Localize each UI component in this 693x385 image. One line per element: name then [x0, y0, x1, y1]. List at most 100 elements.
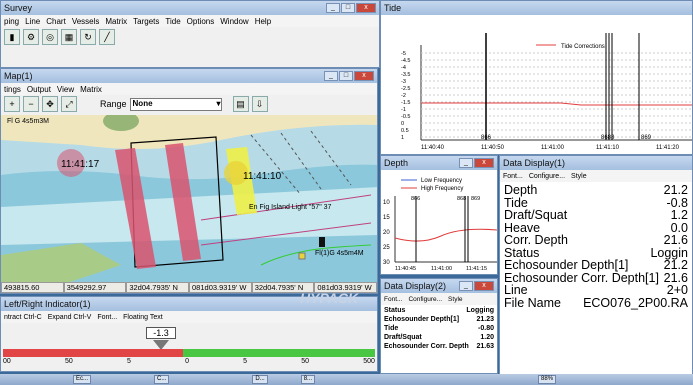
dd1-menu-configure[interactable]: Configure... — [528, 172, 566, 180]
lr-menu-floating[interactable]: Floating Text — [123, 313, 163, 321]
grid-icon[interactable]: ▦ — [61, 29, 77, 45]
lr-menu-font[interactable]: Font... — [97, 313, 118, 321]
tide-ytick: -3 — [401, 79, 406, 85]
dd1-titlebar[interactable]: Data Display(1) — [500, 156, 692, 170]
depth-ytick-30: 30 — [383, 260, 390, 266]
lr-menu-contract[interactable]: ntract Ctrl-C — [4, 313, 42, 321]
map-close-button[interactable]: x — [354, 71, 374, 81]
map-menu-settings[interactable]: tings — [4, 84, 21, 94]
dd2-row: Echosounder Corr. Depth 21.63 — [384, 342, 494, 351]
dd1-value: 21.6 — [663, 233, 688, 247]
depth-titlebar[interactable]: Depth _ x — [381, 156, 497, 170]
map-time-left: 11:41:17 — [61, 159, 100, 170]
lr-titlebar[interactable]: Left/Right Indicator(1) — [1, 297, 377, 311]
lr-menu-expand[interactable]: Expand Ctrl-V — [47, 313, 92, 321]
map-minimize-button[interactable]: _ — [324, 71, 338, 81]
dd1-menu-font[interactable]: Font... — [503, 172, 523, 180]
dd2-titlebar[interactable]: Data Display(2) _ x — [381, 279, 497, 293]
menu-help[interactable]: Help — [254, 16, 272, 26]
menu-targets[interactable]: Targets — [133, 16, 160, 26]
depth-close-button[interactable]: x — [474, 158, 494, 168]
lr-tick: 0 — [185, 358, 189, 365]
taskbar-item-c[interactable]: C... — [154, 375, 170, 384]
chart-icon[interactable]: ▤ — [232, 96, 249, 112]
dd2-menu-font[interactable]: Font... — [384, 295, 403, 303]
map-canvas[interactable]: Fl G 4s5m3M 11:41:17 11:41:10 En Fig Isl… — [1, 115, 378, 285]
status-northing: 3549292.97 — [63, 282, 127, 293]
dd1-menubar: Font... Configure... Style — [500, 170, 692, 182]
map-menu-matrix[interactable]: Matrix — [80, 84, 102, 94]
depth-ytick-15: 15 — [383, 215, 390, 221]
minimize-button[interactable]: _ — [326, 3, 340, 13]
map-menu-output[interactable]: Output — [26, 84, 51, 94]
lr-scale-right — [183, 349, 375, 357]
survey-title: Survey — [4, 3, 33, 13]
dd1-value: 1.2 — [670, 208, 688, 222]
menu-vessels[interactable]: Vessels — [71, 16, 100, 26]
dd1-rows: Depth 21.2 Tide -0.8 Draft/Squat 1.2 Heave 0… — [500, 182, 692, 311]
maximize-button[interactable]: □ — [341, 3, 355, 13]
taskbar-item-8[interactable]: 8... — [300, 375, 316, 384]
refresh-icon[interactable]: ↻ — [80, 29, 96, 45]
menu-ping[interactable]: ping — [4, 16, 20, 26]
tide-titlebar[interactable]: Tide — [381, 1, 692, 15]
map-window: Map(1) _ □ x tings Output View Matrix + … — [0, 68, 378, 294]
pan-icon[interactable]: ✥ — [42, 96, 58, 112]
record-icon[interactable]: ▮ — [4, 29, 20, 45]
menu-matrix[interactable]: Matrix — [105, 16, 128, 26]
status-easting: 493815.60 — [1, 282, 64, 293]
settings-icon[interactable]: ⚙ — [23, 29, 39, 45]
zoom-extent-icon[interactable]: ⤢ — [61, 96, 77, 112]
menu-options[interactable]: Options — [186, 16, 215, 26]
map-time-boat: 11:41:10 — [243, 171, 282, 182]
range-select[interactable]: None ▾ — [129, 97, 222, 111]
taskbar-item-ec[interactable]: Ec... — [73, 375, 92, 384]
tide-ytick: -3.5 — [401, 72, 410, 78]
export-icon[interactable]: ⇩ — [251, 96, 268, 112]
dd2-value: 21.23 — [476, 316, 494, 323]
depth-window: Depth _ x Low Frequency High Frequency 1… — [380, 155, 498, 275]
dd2-value: 1.20 — [480, 334, 494, 341]
dd1-row: Tide -0.8 — [504, 196, 688, 210]
tide-marker-866: 866 — [481, 135, 492, 141]
close-button[interactable]: x — [356, 3, 376, 13]
dd1-label: Corr. Depth — [504, 233, 568, 247]
dd1-menu-style[interactable]: Style — [571, 172, 587, 180]
depth-title: Depth — [384, 158, 409, 168]
zoom-in-icon[interactable]: + — [4, 96, 20, 112]
survey-window: Survey _ □ x ping Line Chart Vessels Mat… — [0, 0, 380, 68]
map-titlebar[interactable]: Map(1) _ □ x — [1, 69, 377, 83]
dd2-menu-configure[interactable]: Configure... — [408, 295, 443, 303]
taskbar-item-d[interactable]: D... — [252, 375, 268, 384]
map-menu-view[interactable]: View — [56, 84, 75, 94]
menu-line[interactable]: Line — [25, 16, 41, 26]
hypack-logo: HYPACK — [300, 290, 358, 306]
depth-xtick-1: 11:41:00 — [431, 266, 452, 272]
dd1-label: File Name — [504, 295, 561, 310]
zoom-out-icon[interactable]: − — [23, 96, 39, 112]
tide-legend: Tide Corrections — [561, 44, 605, 50]
dd2-menu-style[interactable]: Style — [448, 295, 463, 303]
tide-xtick-2: 11:41:10 — [596, 145, 620, 151]
map-maximize-button[interactable]: □ — [339, 71, 353, 81]
survey-titlebar[interactable]: Survey _ □ x — [1, 1, 379, 15]
line-icon[interactable]: ╱ — [99, 29, 115, 45]
dd2-value: 21.63 — [476, 343, 494, 350]
lr-tick: 5 — [243, 358, 248, 365]
tide-marker-868: 8688 — [601, 135, 615, 141]
menu-tide[interactable]: Tide — [165, 16, 181, 26]
status-lon2: 081d03.9319' W — [314, 282, 377, 293]
menu-chart[interactable]: Chart — [46, 16, 66, 26]
tide-xtick-1: 11:41:00 — [541, 145, 565, 151]
dd2-close-button[interactable]: x — [474, 281, 494, 291]
lr-value: -1.3 — [153, 328, 169, 338]
target-icon[interactable]: ◎ — [42, 29, 58, 45]
depth-minimize-button[interactable]: _ — [459, 158, 473, 168]
dd2-row: Draft/Squat 1.20 — [384, 333, 494, 342]
status-lat2: 32d04.7935' N — [251, 282, 315, 293]
depth-marker-868: 868 — [457, 196, 466, 202]
dd2-minimize-button[interactable]: _ — [459, 281, 473, 291]
menu-window[interactable]: Window — [220, 16, 249, 26]
dd1-value: 21.2 — [663, 183, 688, 197]
taskbar-zoom[interactable]: 88% — [538, 375, 557, 384]
